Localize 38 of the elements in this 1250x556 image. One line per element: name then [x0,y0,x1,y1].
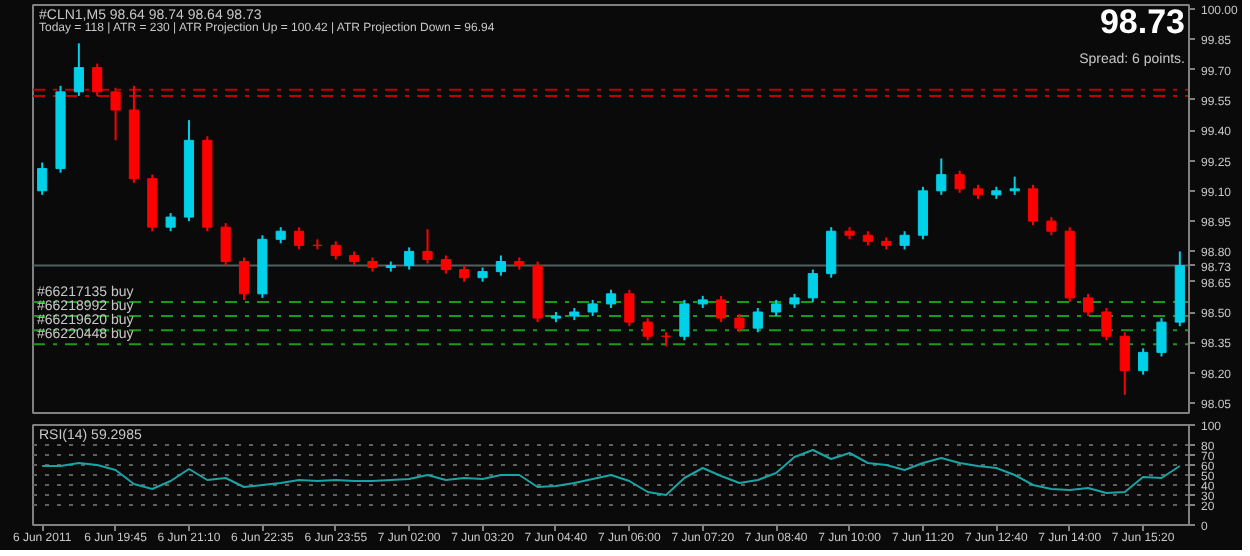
candlestick [110,86,121,142]
candlestick [1119,331,1130,396]
candlestick [165,212,176,233]
candlestick [495,254,506,277]
candlestick [734,313,745,334]
candlestick [92,62,103,97]
candlestick [1027,183,1039,227]
candlestick [954,169,965,194]
candlestick [238,256,250,301]
candlestick [936,157,947,196]
candlestick [642,317,653,342]
line-series [41,449,1181,496]
candlestick [312,238,323,251]
candlestick [220,222,231,267]
candlestick [917,185,929,241]
candlestick [660,331,672,348]
candlestick [1138,347,1149,376]
candlestick [440,254,451,275]
annotation: 98.73 [1099,3,1186,41]
candlestick [752,306,763,334]
candlestick [807,268,818,303]
candlestick [422,228,433,265]
candlestick [679,298,690,342]
candlestick [1046,216,1057,237]
candlestick [624,288,635,328]
candlestick [899,230,910,251]
candlestick [1156,317,1167,358]
candlestick [1009,175,1020,196]
candlestick [1101,306,1112,342]
candlestick [293,226,305,251]
candlestick [605,288,617,309]
candlestick [1082,292,1094,318]
candlestick [716,294,727,324]
candlestick [37,161,48,196]
candlestick [330,240,341,261]
candlestick [404,246,415,271]
candlestick [826,226,837,279]
candlestick [73,42,84,97]
